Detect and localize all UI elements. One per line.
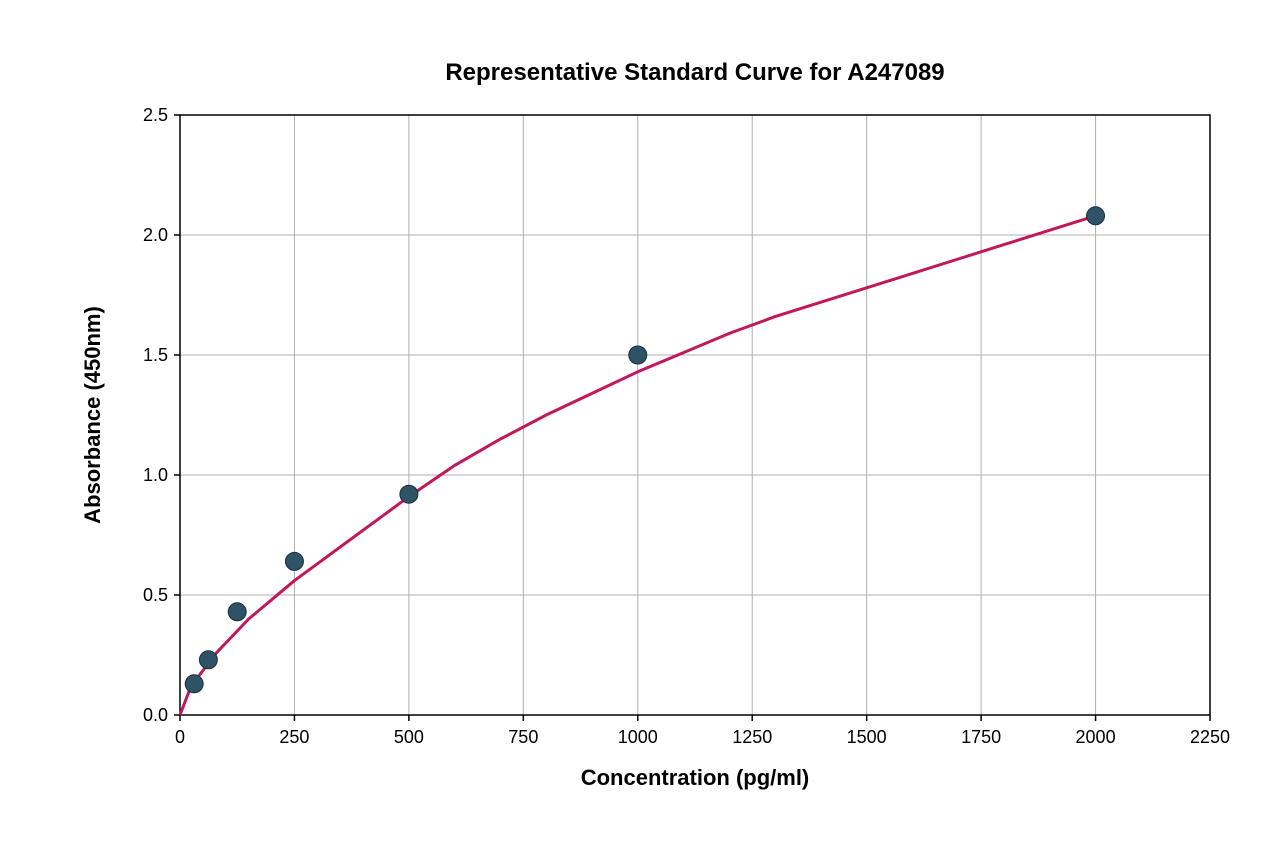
x-axis-label: Concentration (pg/ml) xyxy=(581,765,810,790)
x-tick-label: 1000 xyxy=(618,727,658,747)
y-tick-label: 2.0 xyxy=(143,225,168,245)
plot-border xyxy=(180,115,1210,715)
chart-title: Representative Standard Curve for A24708… xyxy=(445,59,944,86)
chart-container: Representative Standard Curve for A24708… xyxy=(30,30,1250,830)
x-tick-label: 1750 xyxy=(961,727,1001,747)
x-tick-label: 2250 xyxy=(1190,727,1230,747)
y-tick-label: 0.5 xyxy=(143,585,168,605)
data-point xyxy=(199,651,217,669)
y-tick-label: 1.0 xyxy=(143,465,168,485)
y-tick-label: 1.5 xyxy=(143,345,168,365)
y-tick-label: 2.5 xyxy=(143,105,168,125)
x-tick-label: 750 xyxy=(508,727,538,747)
x-tick-label: 1250 xyxy=(732,727,772,747)
data-point xyxy=(185,675,203,693)
x-tick-label: 0 xyxy=(175,727,185,747)
x-tick-label: 1500 xyxy=(847,727,887,747)
data-point xyxy=(629,346,647,364)
data-point xyxy=(228,603,246,621)
data-point xyxy=(285,552,303,570)
data-point xyxy=(400,485,418,503)
x-tick-label: 2000 xyxy=(1076,727,1116,747)
x-tick-label: 250 xyxy=(279,727,309,747)
y-axis-label: Absorbance (450nm) xyxy=(80,306,105,524)
y-tick-label: 0.0 xyxy=(143,705,168,725)
data-point xyxy=(1087,207,1105,225)
x-tick-label: 500 xyxy=(394,727,424,747)
chart-svg: Representative Standard Curve for A24708… xyxy=(30,30,1250,830)
